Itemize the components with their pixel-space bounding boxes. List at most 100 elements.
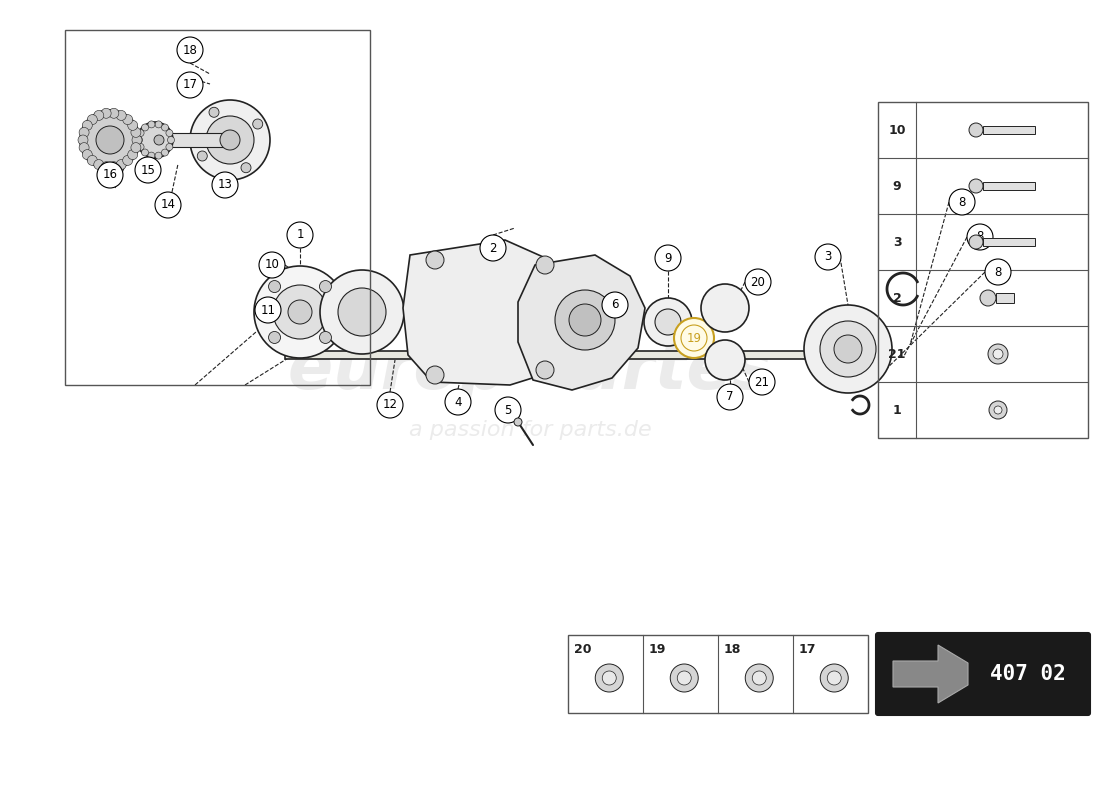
Bar bbox=[878, 102, 1088, 438]
Circle shape bbox=[131, 127, 141, 138]
Circle shape bbox=[147, 152, 155, 159]
Text: 3: 3 bbox=[824, 250, 832, 263]
Circle shape bbox=[320, 270, 404, 354]
Text: 9: 9 bbox=[664, 251, 672, 265]
Circle shape bbox=[287, 222, 314, 248]
Circle shape bbox=[94, 110, 103, 121]
Circle shape bbox=[87, 155, 97, 166]
Circle shape bbox=[138, 143, 144, 150]
Circle shape bbox=[109, 108, 119, 118]
Circle shape bbox=[166, 143, 173, 150]
Circle shape bbox=[603, 671, 616, 685]
Circle shape bbox=[749, 369, 775, 395]
Circle shape bbox=[79, 127, 89, 138]
Circle shape bbox=[678, 671, 691, 685]
Circle shape bbox=[138, 130, 144, 137]
Circle shape bbox=[142, 124, 148, 131]
Text: 6: 6 bbox=[612, 298, 618, 311]
Circle shape bbox=[268, 331, 280, 343]
Circle shape bbox=[78, 135, 88, 145]
Text: 20: 20 bbox=[750, 275, 766, 289]
Bar bbox=[170, 133, 230, 147]
Circle shape bbox=[96, 126, 124, 154]
Circle shape bbox=[155, 121, 162, 128]
Circle shape bbox=[177, 72, 204, 98]
Circle shape bbox=[82, 150, 92, 159]
Circle shape bbox=[556, 290, 615, 350]
Circle shape bbox=[980, 290, 996, 306]
Circle shape bbox=[989, 401, 1006, 419]
Text: 3: 3 bbox=[893, 235, 901, 249]
Circle shape bbox=[132, 135, 142, 145]
Circle shape bbox=[495, 397, 521, 423]
Circle shape bbox=[123, 155, 133, 166]
Circle shape bbox=[827, 671, 842, 685]
Circle shape bbox=[255, 297, 280, 323]
Circle shape bbox=[80, 110, 140, 170]
Circle shape bbox=[536, 361, 554, 379]
Circle shape bbox=[167, 137, 175, 143]
Circle shape bbox=[746, 664, 773, 692]
Circle shape bbox=[602, 292, 628, 318]
Circle shape bbox=[821, 664, 848, 692]
Circle shape bbox=[117, 110, 126, 121]
Text: 18: 18 bbox=[183, 43, 197, 57]
Circle shape bbox=[268, 281, 280, 293]
Circle shape bbox=[701, 284, 749, 332]
Text: 9: 9 bbox=[893, 179, 901, 193]
Text: 18: 18 bbox=[724, 643, 741, 656]
Circle shape bbox=[654, 309, 681, 335]
Text: 10: 10 bbox=[265, 258, 279, 271]
Circle shape bbox=[967, 224, 993, 250]
Text: 2: 2 bbox=[490, 242, 497, 254]
Text: 1: 1 bbox=[296, 229, 304, 242]
Circle shape bbox=[117, 159, 126, 170]
Text: 12: 12 bbox=[383, 398, 397, 411]
Circle shape bbox=[82, 121, 92, 130]
Polygon shape bbox=[403, 240, 570, 385]
Circle shape bbox=[253, 119, 263, 129]
Circle shape bbox=[241, 162, 251, 173]
Circle shape bbox=[969, 179, 983, 193]
Circle shape bbox=[644, 298, 692, 346]
Text: 8: 8 bbox=[977, 230, 983, 243]
Circle shape bbox=[993, 349, 1003, 359]
Bar bbox=[983, 182, 1035, 190]
Circle shape bbox=[101, 162, 111, 172]
Circle shape bbox=[154, 135, 164, 145]
Circle shape bbox=[569, 304, 601, 336]
Circle shape bbox=[128, 150, 138, 159]
Text: 19: 19 bbox=[686, 331, 702, 345]
Circle shape bbox=[101, 108, 111, 118]
Text: 21: 21 bbox=[889, 347, 905, 361]
Bar bbox=[568, 635, 868, 713]
Text: europ   artes: europ artes bbox=[288, 337, 772, 403]
Polygon shape bbox=[518, 255, 645, 390]
Circle shape bbox=[273, 285, 327, 339]
Text: 20: 20 bbox=[574, 643, 592, 656]
Text: 10: 10 bbox=[889, 123, 905, 137]
Circle shape bbox=[123, 114, 133, 125]
Circle shape bbox=[815, 244, 842, 270]
Circle shape bbox=[79, 142, 89, 153]
Circle shape bbox=[988, 344, 1008, 364]
Circle shape bbox=[109, 162, 119, 172]
Circle shape bbox=[426, 366, 444, 384]
Circle shape bbox=[254, 266, 346, 358]
Circle shape bbox=[969, 123, 983, 137]
Circle shape bbox=[480, 235, 506, 261]
Circle shape bbox=[745, 269, 771, 295]
Circle shape bbox=[87, 114, 97, 125]
Circle shape bbox=[288, 300, 312, 324]
Circle shape bbox=[426, 251, 444, 269]
Circle shape bbox=[820, 321, 876, 377]
Circle shape bbox=[209, 107, 219, 118]
Bar bbox=[996, 293, 1014, 303]
Circle shape bbox=[220, 130, 240, 150]
Circle shape bbox=[654, 245, 681, 271]
Text: 14: 14 bbox=[161, 198, 176, 211]
Circle shape bbox=[514, 418, 522, 426]
Circle shape bbox=[197, 151, 207, 161]
Circle shape bbox=[338, 288, 386, 336]
Text: a passion for parts.de: a passion for parts.de bbox=[408, 420, 651, 440]
